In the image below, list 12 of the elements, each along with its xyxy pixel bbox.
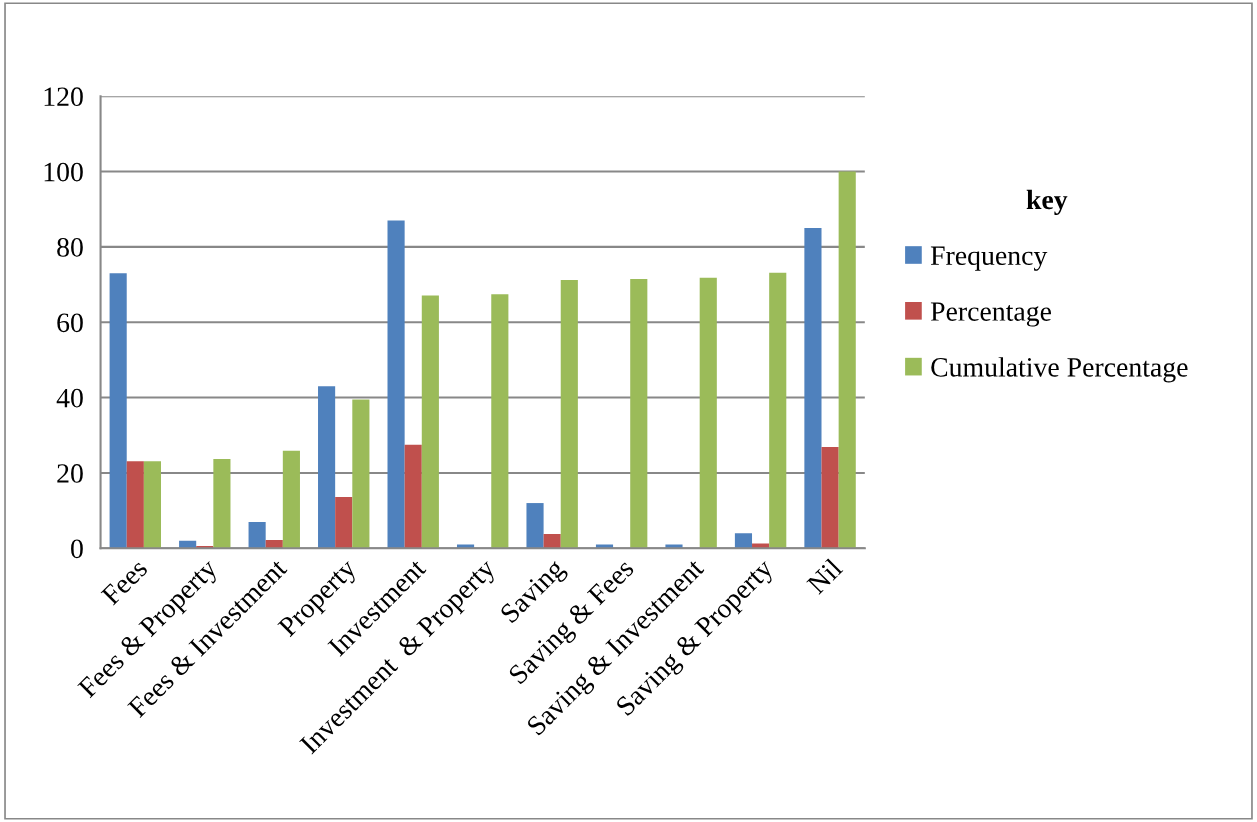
y-tick-label: 0 bbox=[71, 539, 83, 559]
x-tick-label: Nil bbox=[805, 557, 844, 595]
y-tick-label: 80 bbox=[57, 238, 83, 257]
legend-label: Percentage bbox=[930, 302, 1051, 327]
y-tick-label: 120 bbox=[44, 87, 83, 107]
y-tick-label: 60 bbox=[57, 313, 83, 333]
legend-title: key bbox=[1026, 189, 1068, 215]
y-tick-label: 100 bbox=[44, 162, 83, 182]
legend-label: Cumulative Percentage bbox=[931, 357, 1188, 383]
y-tick-label: 40 bbox=[56, 388, 83, 408]
y-tick-label: 20 bbox=[57, 464, 83, 483]
legend-label: Frequency bbox=[930, 246, 1048, 271]
